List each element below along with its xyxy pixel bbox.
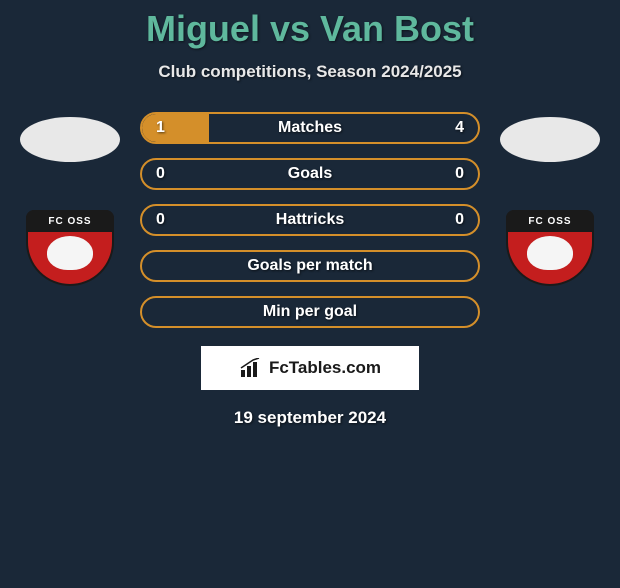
- stat-label: Matches: [278, 119, 342, 137]
- watermark: FcTables.com: [201, 346, 419, 390]
- left-club-badge: FC OSS: [26, 200, 114, 288]
- right-club-badge: FC OSS: [506, 200, 594, 288]
- chart-icon: [239, 358, 263, 378]
- subtitle: Club competitions, Season 2024/2025: [0, 62, 620, 82]
- comparison-layout: FC OSS 1 Matches 4 0 Goals 0 0 Hattricks…: [0, 112, 620, 328]
- stat-left-value: 1: [156, 119, 165, 137]
- stat-label: Goals: [288, 165, 332, 183]
- stat-row: Min per goal: [140, 296, 480, 328]
- bull-icon: [47, 236, 93, 270]
- bull-icon: [527, 236, 573, 270]
- left-player-col: FC OSS: [20, 112, 120, 288]
- stat-left-value: 0: [156, 165, 165, 183]
- watermark-text: FcTables.com: [269, 358, 381, 378]
- left-club-name: FC OSS: [26, 210, 114, 232]
- date-text: 19 september 2024: [0, 408, 620, 428]
- stats-column: 1 Matches 4 0 Goals 0 0 Hattricks 0 Goal…: [140, 112, 480, 328]
- stat-label: Goals per match: [247, 257, 372, 275]
- stat-left-value: 0: [156, 211, 165, 229]
- stat-fill: [142, 114, 209, 142]
- page-title: Miguel vs Van Bost: [0, 8, 620, 50]
- right-player-col: FC OSS: [500, 112, 600, 288]
- stat-row: 0 Goals 0: [140, 158, 480, 190]
- stat-row: 0 Hattricks 0: [140, 204, 480, 236]
- right-club-name: FC OSS: [506, 210, 594, 232]
- stat-label: Min per goal: [263, 303, 357, 321]
- stat-right-value: 0: [455, 211, 464, 229]
- stat-right-value: 4: [455, 119, 464, 137]
- left-player-photo: [20, 117, 120, 162]
- right-player-photo: [500, 117, 600, 162]
- stat-label: Hattricks: [276, 211, 344, 229]
- stat-row: Goals per match: [140, 250, 480, 282]
- stat-right-value: 0: [455, 165, 464, 183]
- stat-row: 1 Matches 4: [140, 112, 480, 144]
